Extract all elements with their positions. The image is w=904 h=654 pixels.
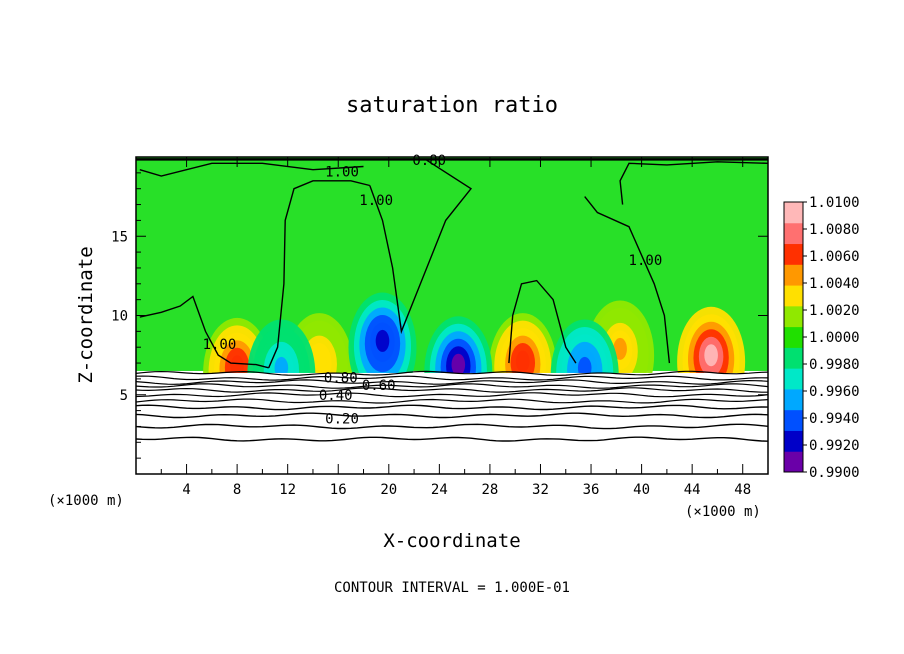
colorbar-label-9: 0.9920 (809, 438, 860, 454)
colorbar-swatch-11 (784, 222, 803, 245)
colorbar-label-6: 0.9980 (809, 357, 860, 373)
contour-one-1 (268, 180, 370, 369)
colorbar-swatch-7 (784, 305, 803, 328)
colorbar-label-2: 1.0060 (809, 249, 860, 265)
colorbar-swatch-9 (784, 264, 803, 286)
colorbar-swatch-0 (784, 451, 803, 473)
x-axis: 4 8 12 16 20 24 28 32 36 40 44 48 (160, 157, 751, 498)
contour-one-2 (369, 159, 473, 335)
colorbar-swatch-6 (784, 326, 803, 348)
contour-labels: 1.000.801.001.001.000.80 0.600.400.20 (203, 153, 663, 427)
contour-one-4 (584, 196, 671, 364)
contour-one-6 (619, 161, 768, 205)
contour-level-10 (136, 436, 768, 442)
x-tick-label-16: 16 (330, 482, 347, 498)
contour-level-0 (136, 370, 768, 376)
colorbar-label-7: 0.9960 (809, 384, 860, 400)
contour-level-7 (136, 404, 768, 411)
contour-level-2 (136, 379, 768, 385)
x-tick-label-24: 24 (431, 482, 448, 498)
contour-lines (136, 158, 768, 442)
y-tick-label-5: 5 (120, 388, 128, 404)
contour-one-3 (508, 279, 577, 364)
colorbar-label-10: 0.9900 (809, 465, 860, 481)
field-band (704, 344, 718, 367)
contour-one-0 (139, 295, 269, 369)
contour-label-1: 0.80 (412, 153, 446, 169)
colorbar-swatch-8 (784, 285, 803, 307)
contour-interval-note: CONTOUR INTERVAL = 1.000E-01 (334, 580, 570, 596)
colorbar-swatch-1 (784, 430, 803, 452)
y-tick-label-10: 10 (111, 309, 128, 325)
x-tick-label-32: 32 (532, 482, 549, 498)
y-axis-title: Z-coordinate (75, 246, 97, 383)
contour-level-1 (136, 375, 768, 381)
x-tick-label-20: 20 (380, 482, 397, 498)
field-band (515, 350, 530, 373)
colorbar-label-8: 0.9940 (809, 411, 860, 427)
colorbar-label-3: 1.0040 (809, 276, 860, 292)
x-scale-label-left: (×1000 m) (48, 493, 124, 509)
x-tick-label-8: 8 (233, 482, 241, 498)
contour-label-0: 1.00 (325, 164, 359, 180)
contour-label-5: 0.80 (324, 370, 358, 386)
contour-label-4: 1.00 (203, 337, 237, 353)
colorbar-label-4: 1.0020 (809, 303, 860, 319)
field-band (375, 329, 390, 352)
x-axis-title: X-coordinate (383, 530, 520, 552)
colorbar-swatch-5 (784, 347, 803, 369)
x-tick-label-48: 48 (734, 482, 751, 498)
colorbar-swatch-2 (784, 409, 803, 431)
contour-level-6 (136, 398, 768, 404)
contour-label-3: 1.00 (629, 253, 663, 269)
colorbar-label-1: 1.0080 (809, 222, 860, 238)
contour-label-2: 1.00 (359, 193, 393, 209)
contour-level-5 (136, 392, 768, 398)
field-band (312, 350, 327, 373)
x-tick-label-36: 36 (583, 482, 600, 498)
y-axis: 5 10 15 (111, 172, 768, 459)
field-band (451, 353, 466, 376)
y-tick-label-15: 15 (111, 229, 128, 245)
plot-area (136, 157, 768, 474)
x-tick-label-44: 44 (684, 482, 701, 498)
colorbar-swatch-12 (784, 202, 803, 224)
contour-label-6: 0.60 (362, 378, 396, 394)
contour-label-8: 0.20 (325, 412, 359, 428)
colorbar-swatch-10 (784, 243, 803, 265)
x-tick-label-12: 12 (279, 482, 296, 498)
x-scale-label-right: (×1000 m) (685, 504, 761, 520)
colorbar: 1.0100 1.0080 1.0060 1.0040 1.0020 1.0000 0.99… (783, 195, 860, 481)
contour-level-4 (136, 387, 768, 393)
colorbar-swatch-3 (784, 388, 803, 411)
x-tick-label-4: 4 (182, 482, 190, 498)
x-tick-label-28: 28 (481, 482, 498, 498)
field-band (613, 337, 627, 360)
colorbar-label-0: 1.0100 (809, 195, 860, 211)
chart-title: saturation ratio (346, 93, 558, 118)
contour-level-3 (136, 383, 768, 389)
colorbar-label-5: 1.0000 (809, 330, 860, 346)
contour-level-9 (136, 423, 768, 430)
contour-level-8 (136, 412, 768, 419)
x-tick-label-40: 40 (633, 482, 650, 498)
contour-label-7: 0.40 (319, 388, 353, 404)
colorbar-swatch-4 (784, 368, 803, 390)
